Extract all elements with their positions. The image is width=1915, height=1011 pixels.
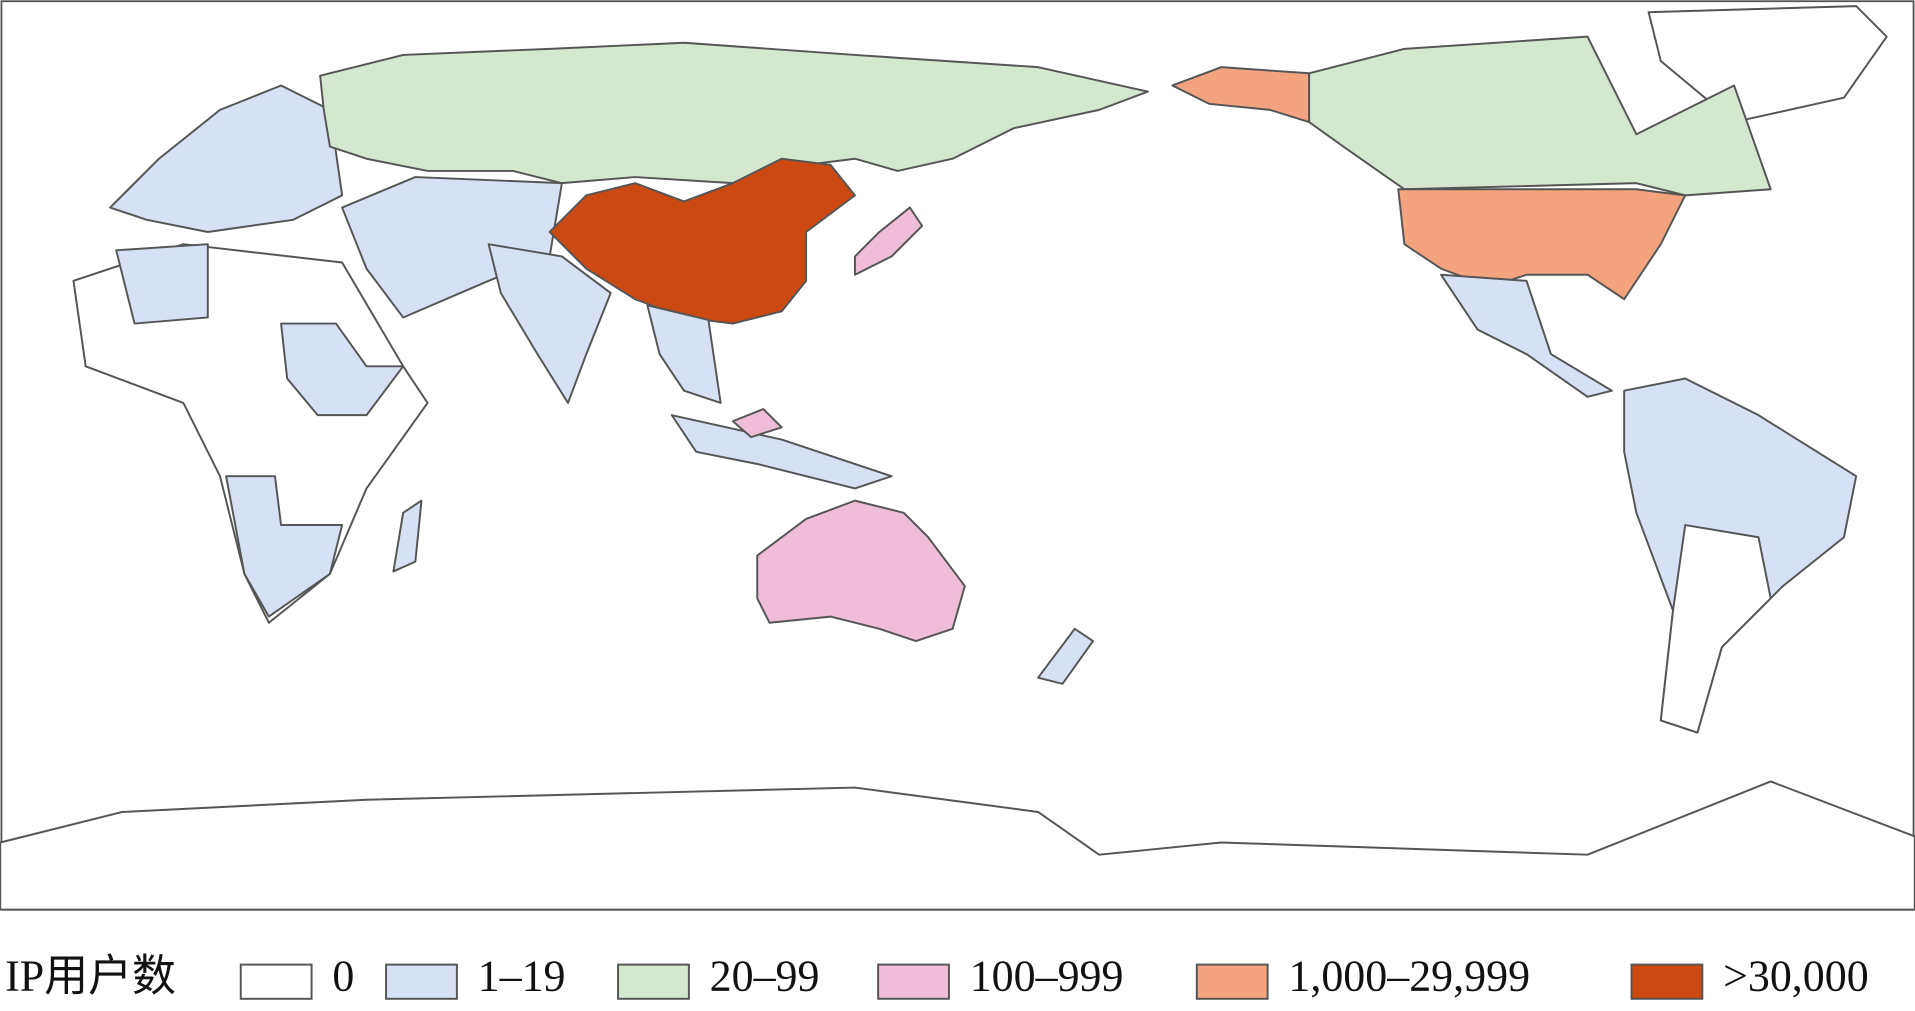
africa-south [225, 475, 344, 618]
legend-swatch [1195, 963, 1269, 1000]
new-zealand [1037, 627, 1095, 685]
southeast-asia [646, 304, 722, 404]
india [487, 243, 612, 404]
usa [1397, 188, 1687, 301]
legend-label: 100–999 [970, 952, 1124, 1001]
legend-swatch [617, 963, 690, 1000]
legend-swatch [385, 963, 458, 1000]
indonesia [670, 414, 893, 490]
legend-label: 1–19 [478, 952, 566, 1001]
europe [109, 84, 344, 233]
malaysia [731, 408, 783, 439]
africa-east [280, 322, 405, 417]
legend-label: 1,000–29,999 [1288, 952, 1530, 1001]
world-map [0, 5, 1915, 911]
legend-label: 0 [332, 952, 354, 1001]
south-america-south [1659, 524, 1772, 734]
madagascar [392, 499, 423, 573]
greenland [1647, 5, 1888, 124]
legend-swatch [877, 963, 950, 1000]
russia [319, 41, 1149, 185]
canada [1308, 35, 1772, 197]
legend: 0 1–19 20–99 100–999 1,000–29,999 >30,000 [239, 952, 1869, 1001]
legend-title: IP用户数 [5, 952, 176, 1001]
legend-swatch [239, 963, 313, 1000]
africa-north [115, 243, 209, 325]
japan [853, 206, 924, 276]
central-america [1440, 273, 1613, 398]
legend-swatch [1630, 963, 1704, 1000]
legend-label: >30,000 [1723, 952, 1869, 1001]
legend-label: 20–99 [710, 952, 820, 1001]
australia [756, 499, 966, 643]
